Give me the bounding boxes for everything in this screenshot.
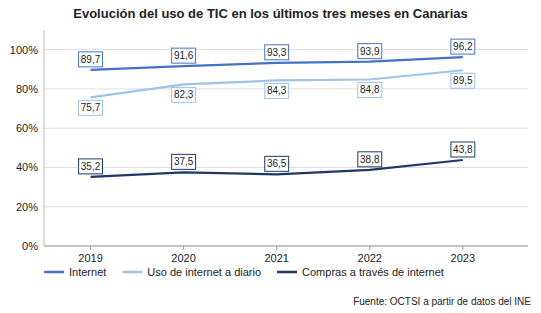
chart-container: Evolución del uso de TIC en los últimos … (0, 0, 541, 313)
chart-title: Evolución del uso de TIC en los últimos … (73, 6, 467, 21)
legend-swatch (122, 271, 142, 274)
x-tick-label: 2020 (171, 252, 195, 264)
x-tick-label: 2019 (78, 252, 102, 264)
data-label: 84,8 (358, 82, 382, 97)
background (0, 0, 541, 313)
data-label: 91,6 (172, 48, 196, 63)
legend-swatch (277, 271, 297, 274)
axes: 0% 20% 40% 60% 80% 100% 2019 2020 2021 2022 2023 (10, 30, 528, 264)
data-label-text: 82,3 (174, 89, 194, 100)
data-label: 43,8 (451, 142, 475, 157)
data-label-box (358, 152, 382, 167)
data-label: 89,5 (451, 73, 475, 88)
data-label-text: 93,3 (267, 47, 287, 58)
data-label-box (172, 48, 196, 63)
data-label-box (451, 73, 475, 88)
y-axis-line (44, 30, 45, 246)
data-label-text: 89,5 (453, 75, 473, 86)
data-label: 93,9 (358, 44, 382, 59)
x-tick-label: 2021 (264, 252, 288, 264)
data-label-text: 43,8 (453, 144, 473, 155)
x-axis-line (44, 246, 528, 247)
legend-label: Compras a través de internet (302, 266, 444, 278)
legend-label: Internet (69, 266, 106, 278)
data-label-box (265, 45, 289, 60)
y-tick-label: 20% (16, 201, 38, 213)
x-tick (369, 246, 370, 250)
data-label-text: 93,9 (360, 46, 380, 57)
data-label-box (451, 39, 475, 54)
x-tick-label: 2022 (358, 252, 382, 264)
data-labels: 89,7 91,6 93,3 93,9 96,2 75,7 82,3 84,3 84,8 89,5… (79, 39, 475, 174)
data-label-box (79, 159, 103, 174)
data-label-box (358, 82, 382, 97)
x-tick (183, 246, 184, 250)
data-label-text: 37,5 (174, 156, 194, 167)
y-tick-label: 0% (22, 240, 38, 252)
y-tick-label: 40% (16, 161, 38, 173)
data-label-box (172, 154, 196, 169)
data-label-text: 84,3 (267, 85, 287, 96)
grid (44, 50, 528, 246)
data-label: 36,5 (265, 156, 289, 171)
legend-label: Uso de internet a diario (147, 266, 261, 278)
data-label-box (265, 83, 289, 98)
x-tick-label: 2023 (451, 252, 475, 264)
x-tick (462, 246, 463, 250)
data-label: 93,3 (265, 45, 289, 60)
data-label-box (265, 156, 289, 171)
data-label-box (79, 52, 103, 67)
source-note: Fuente: OCTSI a partir de datos del INE (353, 296, 531, 307)
y-tick-label: 80% (16, 83, 38, 95)
data-label-box (79, 100, 103, 115)
data-label-box (172, 87, 196, 102)
data-label: 84,3 (265, 83, 289, 98)
data-label-text: 91,6 (174, 50, 194, 61)
y-tick-label: 60% (16, 122, 38, 134)
x-tick (276, 246, 277, 250)
legend-swatch (44, 271, 64, 274)
chart-svg: Evolución del uso de TIC en los últimos … (0, 0, 541, 313)
grid-line (44, 206, 528, 207)
grid-line (44, 246, 528, 247)
data-label-text: 89,7 (81, 54, 101, 65)
data-label-text: 75,7 (81, 102, 101, 113)
x-tick (90, 246, 91, 250)
data-label-text: 84,8 (360, 84, 380, 95)
data-label: 38,8 (358, 152, 382, 167)
data-label: 89,7 (79, 52, 103, 67)
data-label: 37,5 (172, 154, 196, 169)
series-lines (91, 57, 463, 177)
data-label-box (358, 44, 382, 59)
grid-line (44, 128, 528, 129)
data-label-text: 38,8 (360, 154, 380, 165)
data-label-text: 35,2 (81, 161, 101, 172)
data-label: 35,2 (79, 159, 103, 174)
data-label: 75,7 (79, 100, 103, 115)
data-label: 82,3 (172, 87, 196, 102)
data-label: 96,2 (451, 39, 475, 54)
data-label-box (451, 142, 475, 157)
legend: Internet Uso de internet a diario Compras … (44, 266, 444, 278)
data-label-text: 36,5 (267, 158, 287, 169)
data-label-text: 96,2 (453, 41, 473, 52)
y-tick-label: 100% (10, 44, 38, 56)
